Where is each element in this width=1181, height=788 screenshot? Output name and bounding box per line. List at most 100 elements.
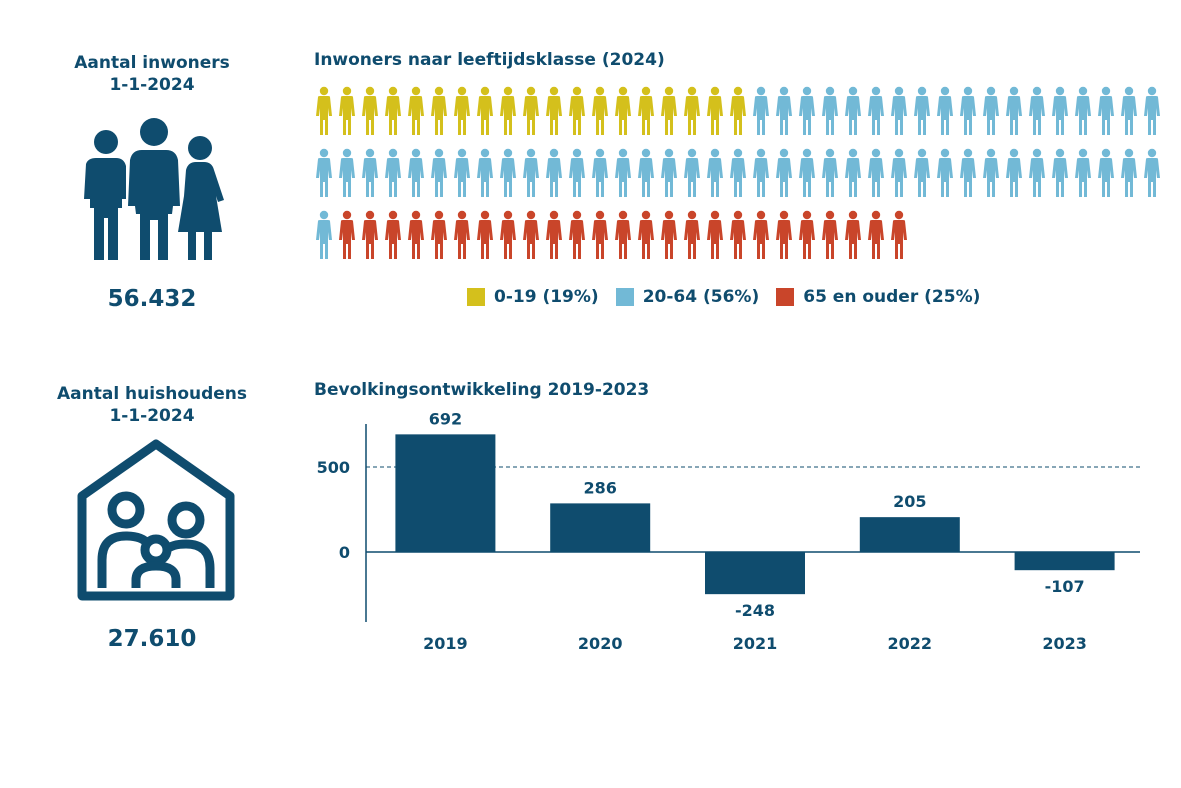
person-icon-senior (431, 210, 447, 259)
person-icon-young (431, 86, 447, 135)
person-icon-adult (477, 148, 493, 197)
residents-title-line2: 1-1-2024 (109, 75, 195, 95)
bar-2021 (705, 552, 805, 595)
person-icon-senior (707, 210, 723, 259)
person-icon-adult (1075, 86, 1091, 135)
legend-item-adult: 20-64 (56%) (615, 287, 760, 307)
person-icon-senior (546, 210, 562, 259)
person-icon-senior (638, 210, 654, 259)
bar-2020 (550, 503, 651, 552)
households-title: Aantal huishoudens 1-1-2024 (52, 383, 252, 427)
person-icon-adult (615, 148, 631, 197)
person-icon-adult (845, 86, 861, 135)
person-icon-adult (362, 148, 378, 197)
population-chart-title: Bevolkingsontwikkeling 2019-2023 (314, 380, 650, 400)
bar-2019 (395, 434, 496, 552)
person-icon-young (592, 86, 608, 135)
person-icon-adult (799, 148, 815, 197)
person-icon-adult (937, 86, 953, 135)
population-bar-chart: 0 500 692 2019 286 2020 -248 2021 205 2022 -107 202… (317, 409, 1140, 653)
legend-label-senior: 65 en ouder (25%) (803, 287, 981, 307)
legend-swatch-adult (615, 288, 634, 306)
person-icon-adult (1098, 148, 1114, 197)
x-tick-label: 2021 (733, 634, 778, 653)
person-icon-adult (592, 148, 608, 197)
person-icon-senior (569, 210, 585, 259)
person-icon-senior (891, 210, 907, 259)
person-icon-adult (1029, 148, 1045, 197)
legend-item-senior: 65 en ouder (25%) (776, 287, 980, 307)
legend-item-young: 0-19 (19%) (467, 287, 599, 307)
person-icon-adult (960, 148, 976, 197)
person-icon-adult (1144, 148, 1160, 197)
person-icon-adult (408, 148, 424, 197)
person-icon-adult (753, 148, 769, 197)
person-icon-young (615, 86, 631, 135)
legend-label-young: 0-19 (19%) (494, 287, 599, 307)
person-icon-adult (822, 148, 838, 197)
person-icon-senior (799, 210, 815, 259)
person-icon-young (707, 86, 723, 135)
person-icon-young (362, 86, 378, 135)
person-icon-adult (638, 148, 654, 197)
person-icon-adult (868, 148, 884, 197)
person-icon-senior (730, 210, 746, 259)
person-icon-adult (914, 148, 930, 197)
bar-value-label: 692 (429, 409, 462, 428)
bar-value-label: 286 (583, 478, 616, 497)
person-icon-young (408, 86, 424, 135)
person-icon-adult (1121, 148, 1137, 197)
person-icon-adult (937, 148, 953, 197)
house-family-icon (77, 439, 235, 601)
person-icon-adult (454, 148, 470, 197)
person-icon-senior (500, 210, 516, 259)
bar-2022 (859, 517, 960, 552)
person-icon-adult (845, 148, 861, 197)
legend-swatch-young (467, 288, 485, 306)
person-icon-young (500, 86, 516, 135)
bar-value-label: -248 (735, 601, 775, 620)
residents-value: 56.432 (107, 286, 197, 312)
bar-2023 (1014, 552, 1115, 571)
person-icon-adult (546, 148, 562, 197)
person-icon-adult (1075, 148, 1091, 197)
person-icon-adult (753, 86, 769, 135)
person-icon-young (638, 86, 654, 135)
person-icon-adult (983, 148, 999, 197)
person-icon-senior (845, 210, 861, 259)
person-icon-adult (1144, 86, 1160, 135)
person-icon-young (316, 86, 332, 135)
person-icon-senior (362, 210, 378, 259)
person-icon-adult (316, 210, 332, 259)
households-value: 27.610 (107, 626, 197, 652)
x-tick-label: 2019 (423, 634, 468, 653)
legend-label-adult: 20-64 (56%) (642, 287, 760, 307)
person-icon-adult (316, 148, 332, 197)
person-icon-young (385, 86, 401, 135)
person-icon-young (546, 86, 562, 135)
person-icon-adult (1121, 86, 1137, 135)
person-icon-adult (523, 148, 539, 197)
person-icon-senior (684, 210, 700, 259)
person-icon-senior (454, 210, 470, 259)
person-icon-adult (1098, 86, 1114, 135)
person-icon-young (454, 86, 470, 135)
person-icon-young (523, 86, 539, 135)
person-icon-adult (500, 148, 516, 197)
bar-value-label: 205 (893, 492, 926, 511)
age-pictogram (316, 86, 1160, 259)
person-icon-young (339, 86, 355, 135)
person-icon-adult (1052, 148, 1068, 197)
person-icon-senior (408, 210, 424, 259)
person-icon-senior (339, 210, 355, 259)
person-icon-senior (822, 210, 838, 259)
person-icon-adult (684, 148, 700, 197)
person-icon-adult (822, 86, 838, 135)
person-icon-adult (661, 148, 677, 197)
person-icon-senior (592, 210, 608, 259)
residents-title: Aantal inwoners 1-1-2024 (52, 52, 252, 96)
person-icon-young (730, 86, 746, 135)
person-icon-adult (776, 86, 792, 135)
age-chart-title: Inwoners naar leeftijdsklasse (2024) (314, 50, 665, 70)
person-icon-adult (730, 148, 746, 197)
